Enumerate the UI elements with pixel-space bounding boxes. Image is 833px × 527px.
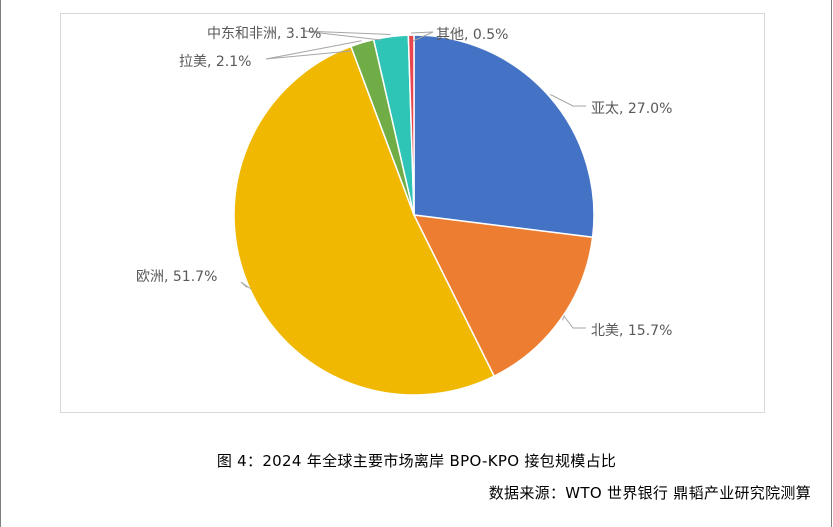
leader-line-2 (240, 281, 252, 290)
data-source-note: 数据来源：WTO 世界银行 鼎韬产业研究院测算 (488, 484, 811, 502)
data-labels: 亚太, 27.0% 北美, 15.7% 欧洲, 51.7% 拉美, 2.1% 中东和非洲… (136, 26, 672, 339)
pie-slice-0 (413, 34, 595, 239)
leader-line-3 (265, 40, 362, 60)
data-label-0: 亚太, 27.0% (591, 101, 672, 117)
leader-lines (240, 30, 586, 329)
leader-line-5 (411, 31, 434, 42)
data-label-5: 其他, 0.5% (436, 27, 508, 43)
leader-line-4 (302, 30, 391, 41)
data-label-4: 中东和非洲, 3.1% (207, 26, 321, 42)
data-label-2: 欧洲, 51.7% (136, 269, 217, 285)
pie-slice-5 (407, 34, 415, 216)
leader-line-0 (550, 94, 586, 107)
pie-slice-2 (233, 45, 496, 396)
pie-slices (233, 34, 595, 396)
data-label-1: 北美, 15.7% (591, 323, 672, 339)
figure-caption: 图 4：2024 年全球主要市场离岸 BPO-KPO 接包规模占比 (216, 452, 617, 470)
data-label-3: 拉美, 2.1% (179, 54, 251, 70)
frame-left-border (0, 0, 1, 527)
frame-right-border (831, 0, 832, 527)
leader-line-1 (562, 314, 586, 329)
pie-chart: 亚太, 27.0% 北美, 15.7% 欧洲, 51.7% 拉美, 2.1% 中东和非洲… (136, 26, 672, 396)
chart-area: 亚太, 27.0% 北美, 15.7% 欧洲, 51.7% 拉美, 2.1% 中东和非洲… (60, 13, 765, 413)
pie-slice-1 (412, 214, 594, 378)
